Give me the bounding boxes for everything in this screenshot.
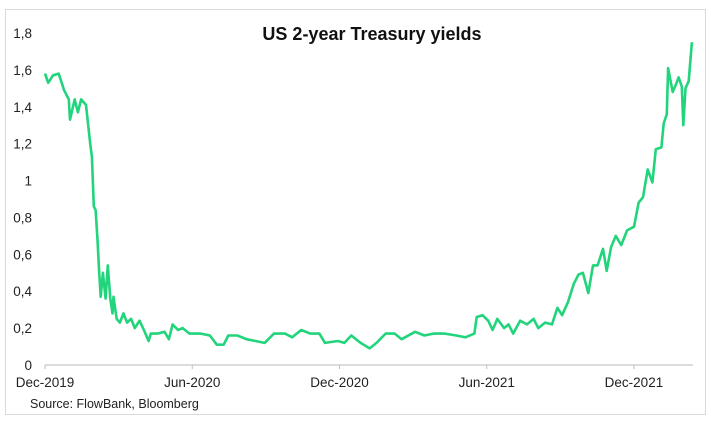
y-tick-label: 0: [24, 358, 32, 373]
y-axis: 0 0,2 0,4 0,6 0,8 1 1,2 1,4 1,6 1,8: [13, 26, 32, 373]
y-tick-label: 1,4: [13, 100, 32, 115]
chart-frame: [5, 9, 706, 415]
y-tick-label: 0,6: [13, 247, 32, 262]
source-note: Source: FlowBank, Bloomberg: [30, 397, 199, 411]
x-tick-label: Dec-2019: [16, 375, 75, 390]
series-line: [43, 42, 694, 350]
y-tick-label: 0,8: [13, 210, 32, 225]
y-tick-label: 1,6: [13, 63, 32, 78]
chart-title: US 2-year Treasury yields: [262, 24, 481, 44]
y-tick-label: 0,4: [13, 284, 32, 299]
y-tick-label: 1,2: [13, 137, 32, 152]
y-tick-label: 1: [24, 174, 32, 189]
x-tick-label: Dec-2020: [310, 375, 369, 390]
x-axis: Dec-2019 Jun-2020 Dec-2020 Jun-2021 Dec-2021: [16, 364, 693, 390]
x-tick-label: Jun-2021: [459, 375, 515, 390]
x-tick-label: Dec-2021: [605, 375, 664, 390]
x-tick-label: Jun-2020: [164, 375, 220, 390]
y-tick-label: 1,8: [13, 26, 32, 41]
y-tick-label: 0,2: [13, 321, 32, 336]
